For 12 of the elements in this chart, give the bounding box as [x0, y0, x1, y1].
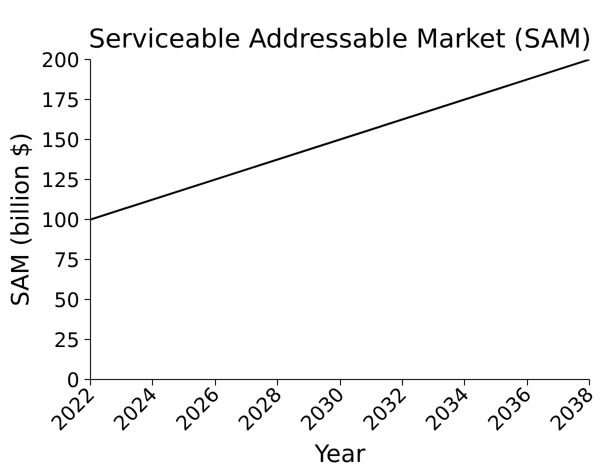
y-tick-label: 25 [54, 328, 80, 352]
y-tick-label: 75 [54, 248, 80, 272]
x-axis-title: Year [314, 440, 366, 468]
y-tick-label: 125 [41, 168, 80, 192]
chart-title: Serviceable Addressable Market (SAM) [88, 24, 592, 54]
y-tick-label: 50 [54, 288, 80, 312]
y-axis-title: SAM (billion $) [6, 132, 34, 306]
y-tick-label: 0 [66, 368, 80, 392]
y-tick-label: 150 [41, 128, 80, 152]
y-tick-label: 175 [41, 88, 80, 112]
y-tick-label: 200 [41, 48, 80, 72]
y-tick-label: 100 [41, 208, 80, 232]
